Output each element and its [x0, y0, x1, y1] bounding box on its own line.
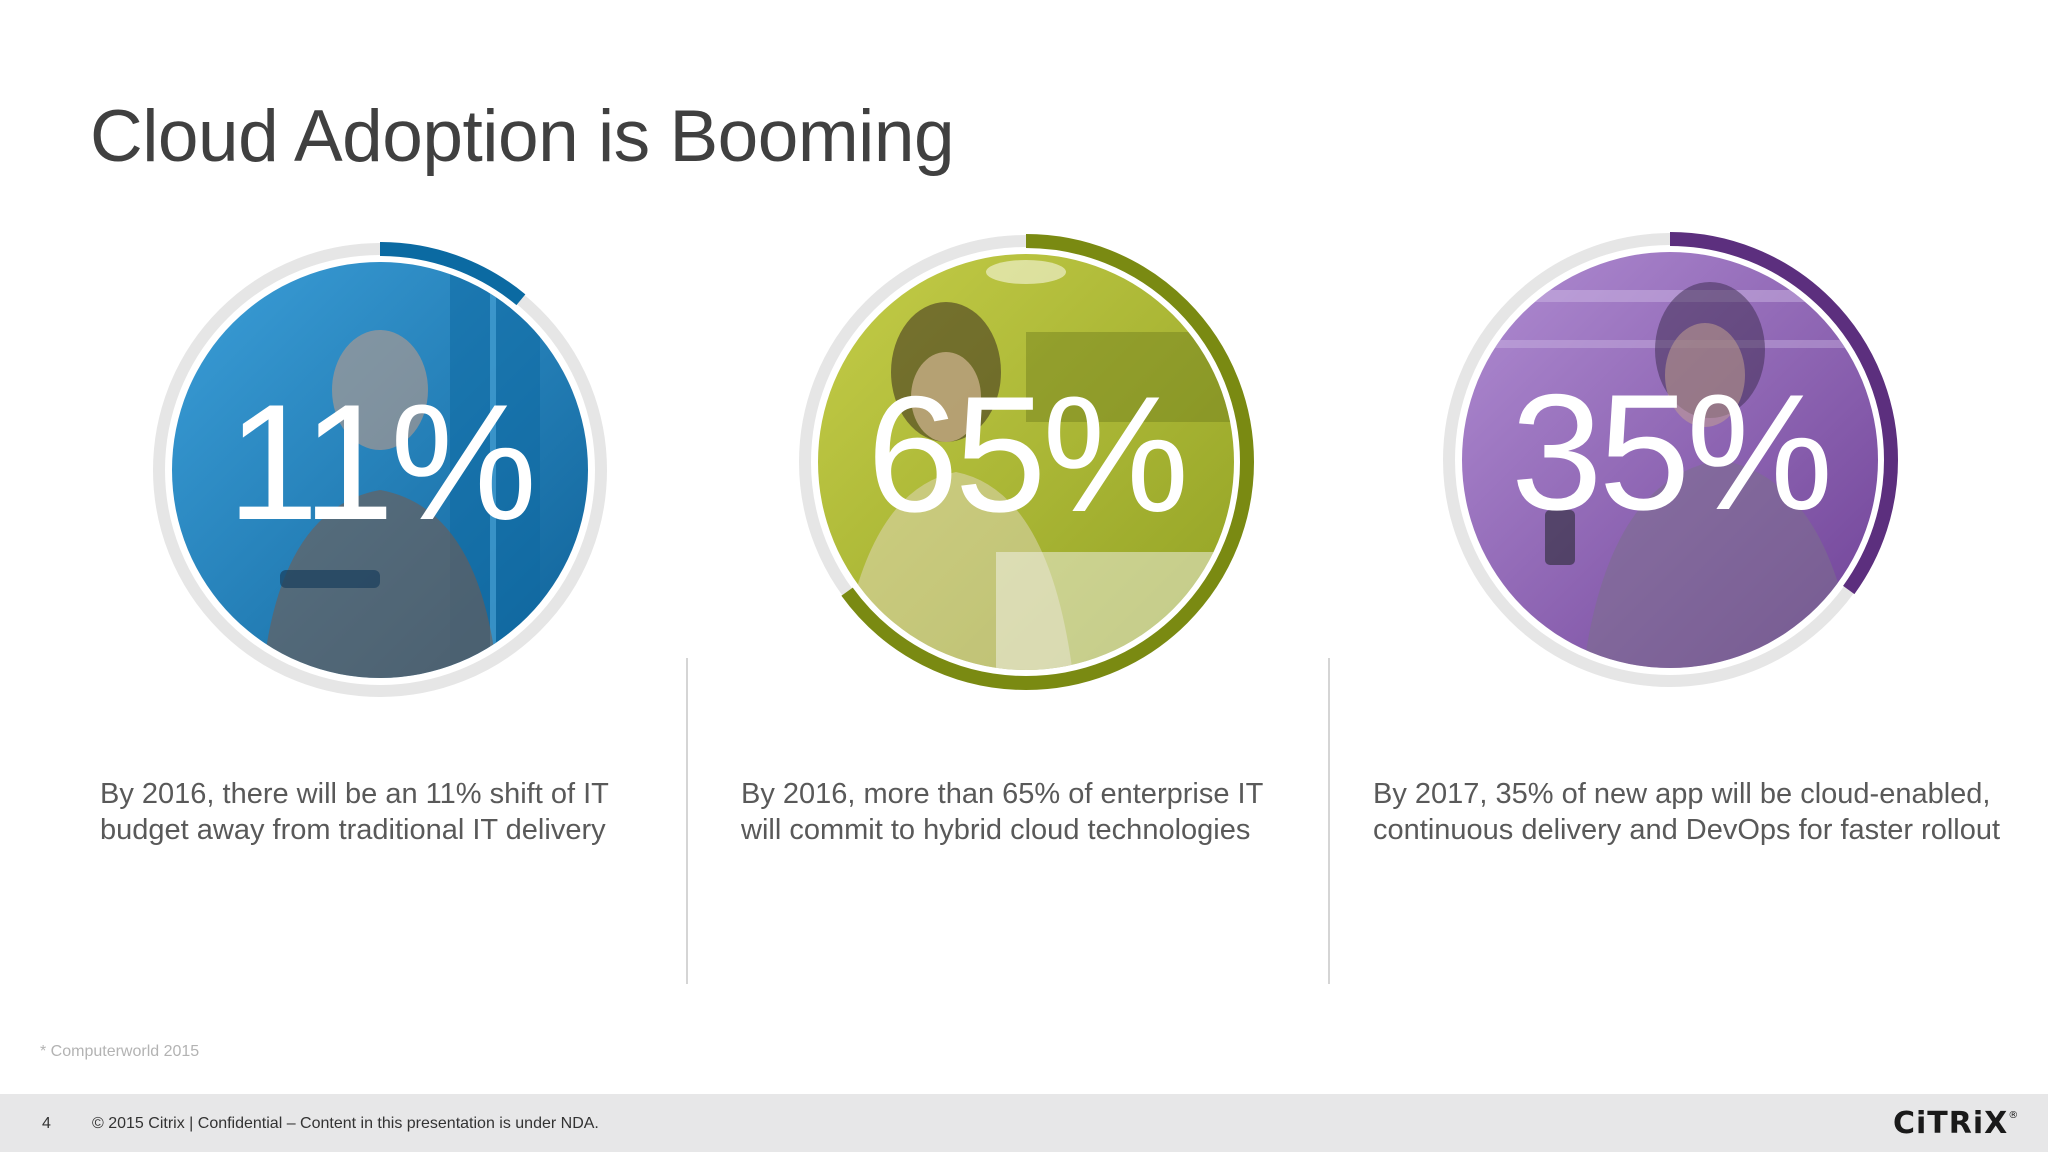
stat-ring-2: 65%: [796, 232, 1256, 692]
ring-progress-arc: [798, 234, 1254, 690]
slide-title: Cloud Adoption is Booming: [90, 96, 955, 177]
stat-description-2: By 2016, more than 65% of enterprise IT …: [741, 778, 1263, 846]
stat-ring-3: 35%: [1440, 230, 1900, 690]
person-photo-tablet: [172, 262, 588, 678]
stat-value-3: 35%: [1510, 360, 1833, 544]
ring-progress-arc: [1442, 232, 1898, 688]
stat-ring-1: 11%: [150, 240, 610, 700]
stat-value-2: 65%: [866, 362, 1189, 546]
column-divider-2: [1328, 658, 1330, 984]
stat-ring-3-graphic: [1442, 232, 1898, 688]
footer-bar: [0, 1094, 2048, 1152]
stat-value-1: 11%: [227, 370, 537, 554]
stat-ring-2-graphic: [798, 234, 1254, 690]
stat-description-1: By 2016, there will be an 11% shift of I…: [100, 778, 609, 846]
logo-text: CiTRiX: [1893, 1106, 2009, 1141]
citrix-logo: CiTRiX®: [1893, 1106, 2019, 1141]
stat-ring-1-graphic: [152, 242, 608, 698]
column-divider-1: [686, 658, 688, 984]
copyright-notice: © 2015 Citrix | Confidential – Content i…: [92, 1115, 599, 1132]
logo-registered-mark: ®: [2008, 1110, 2020, 1121]
source-note: * Computerworld 2015: [40, 1043, 200, 1060]
ring-progress-arc: [152, 242, 608, 698]
slide-number: 4: [42, 1115, 51, 1132]
stat-description-3: By 2017, 35% of new app will be cloud-en…: [1373, 778, 2001, 846]
